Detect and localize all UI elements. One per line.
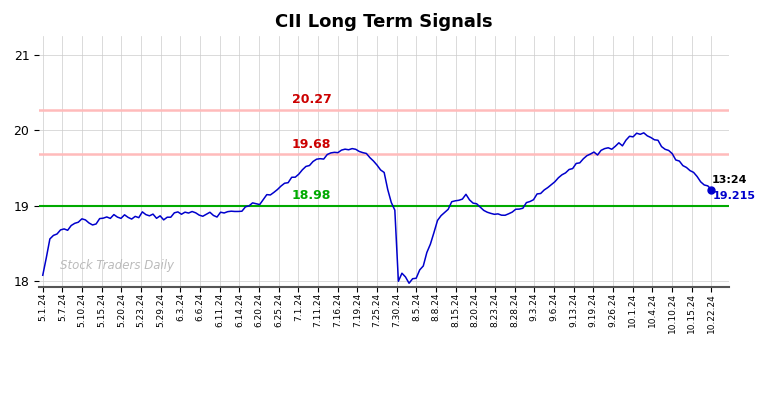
Text: 20.27: 20.27 [292, 93, 332, 106]
Text: 18.98: 18.98 [292, 189, 332, 202]
Text: Stock Traders Daily: Stock Traders Daily [60, 259, 174, 271]
Text: 19.215: 19.215 [713, 191, 756, 201]
Title: CII Long Term Signals: CII Long Term Signals [275, 14, 493, 31]
Text: 13:24: 13:24 [711, 176, 747, 185]
Text: 19.68: 19.68 [292, 138, 332, 150]
